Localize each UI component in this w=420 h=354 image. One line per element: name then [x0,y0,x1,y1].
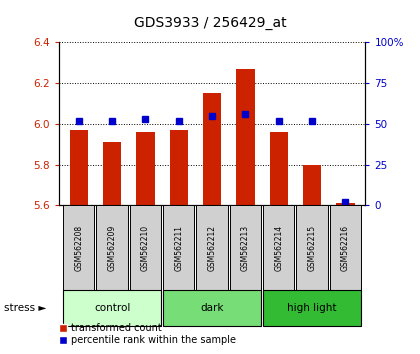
Bar [330,205,361,290]
Bar [203,93,221,205]
Text: GSM562210: GSM562210 [141,225,150,271]
Text: GSM562212: GSM562212 [207,225,217,271]
Legend: transformed count, percentile rank within the sample: transformed count, percentile rank withi… [55,319,240,349]
Bar [63,205,94,290]
Bar [197,205,228,290]
Text: GSM562216: GSM562216 [341,225,350,271]
Bar [163,205,194,290]
Bar [130,205,161,290]
Bar [303,165,321,205]
Bar [70,130,88,205]
Bar [230,205,261,290]
Bar [297,205,328,290]
Text: GSM562215: GSM562215 [307,225,317,271]
Bar [163,290,261,326]
Text: control: control [94,303,130,313]
Bar [270,132,288,205]
Text: GSM562213: GSM562213 [241,225,250,271]
Bar [97,205,128,290]
Bar [263,205,294,290]
Bar [263,290,361,326]
Text: stress ►: stress ► [4,303,47,313]
Bar [136,132,155,205]
Text: GSM562214: GSM562214 [274,225,283,271]
Text: high light: high light [287,303,337,313]
Bar [170,130,188,205]
Bar [63,290,161,326]
Text: GSM562211: GSM562211 [174,225,183,271]
Text: GSM562209: GSM562209 [108,225,117,271]
Text: dark: dark [200,303,224,313]
Bar [236,69,255,205]
Bar [103,142,121,205]
Text: GSM562208: GSM562208 [74,225,83,271]
Text: GDS3933 / 256429_at: GDS3933 / 256429_at [134,16,286,30]
Bar [336,203,354,205]
